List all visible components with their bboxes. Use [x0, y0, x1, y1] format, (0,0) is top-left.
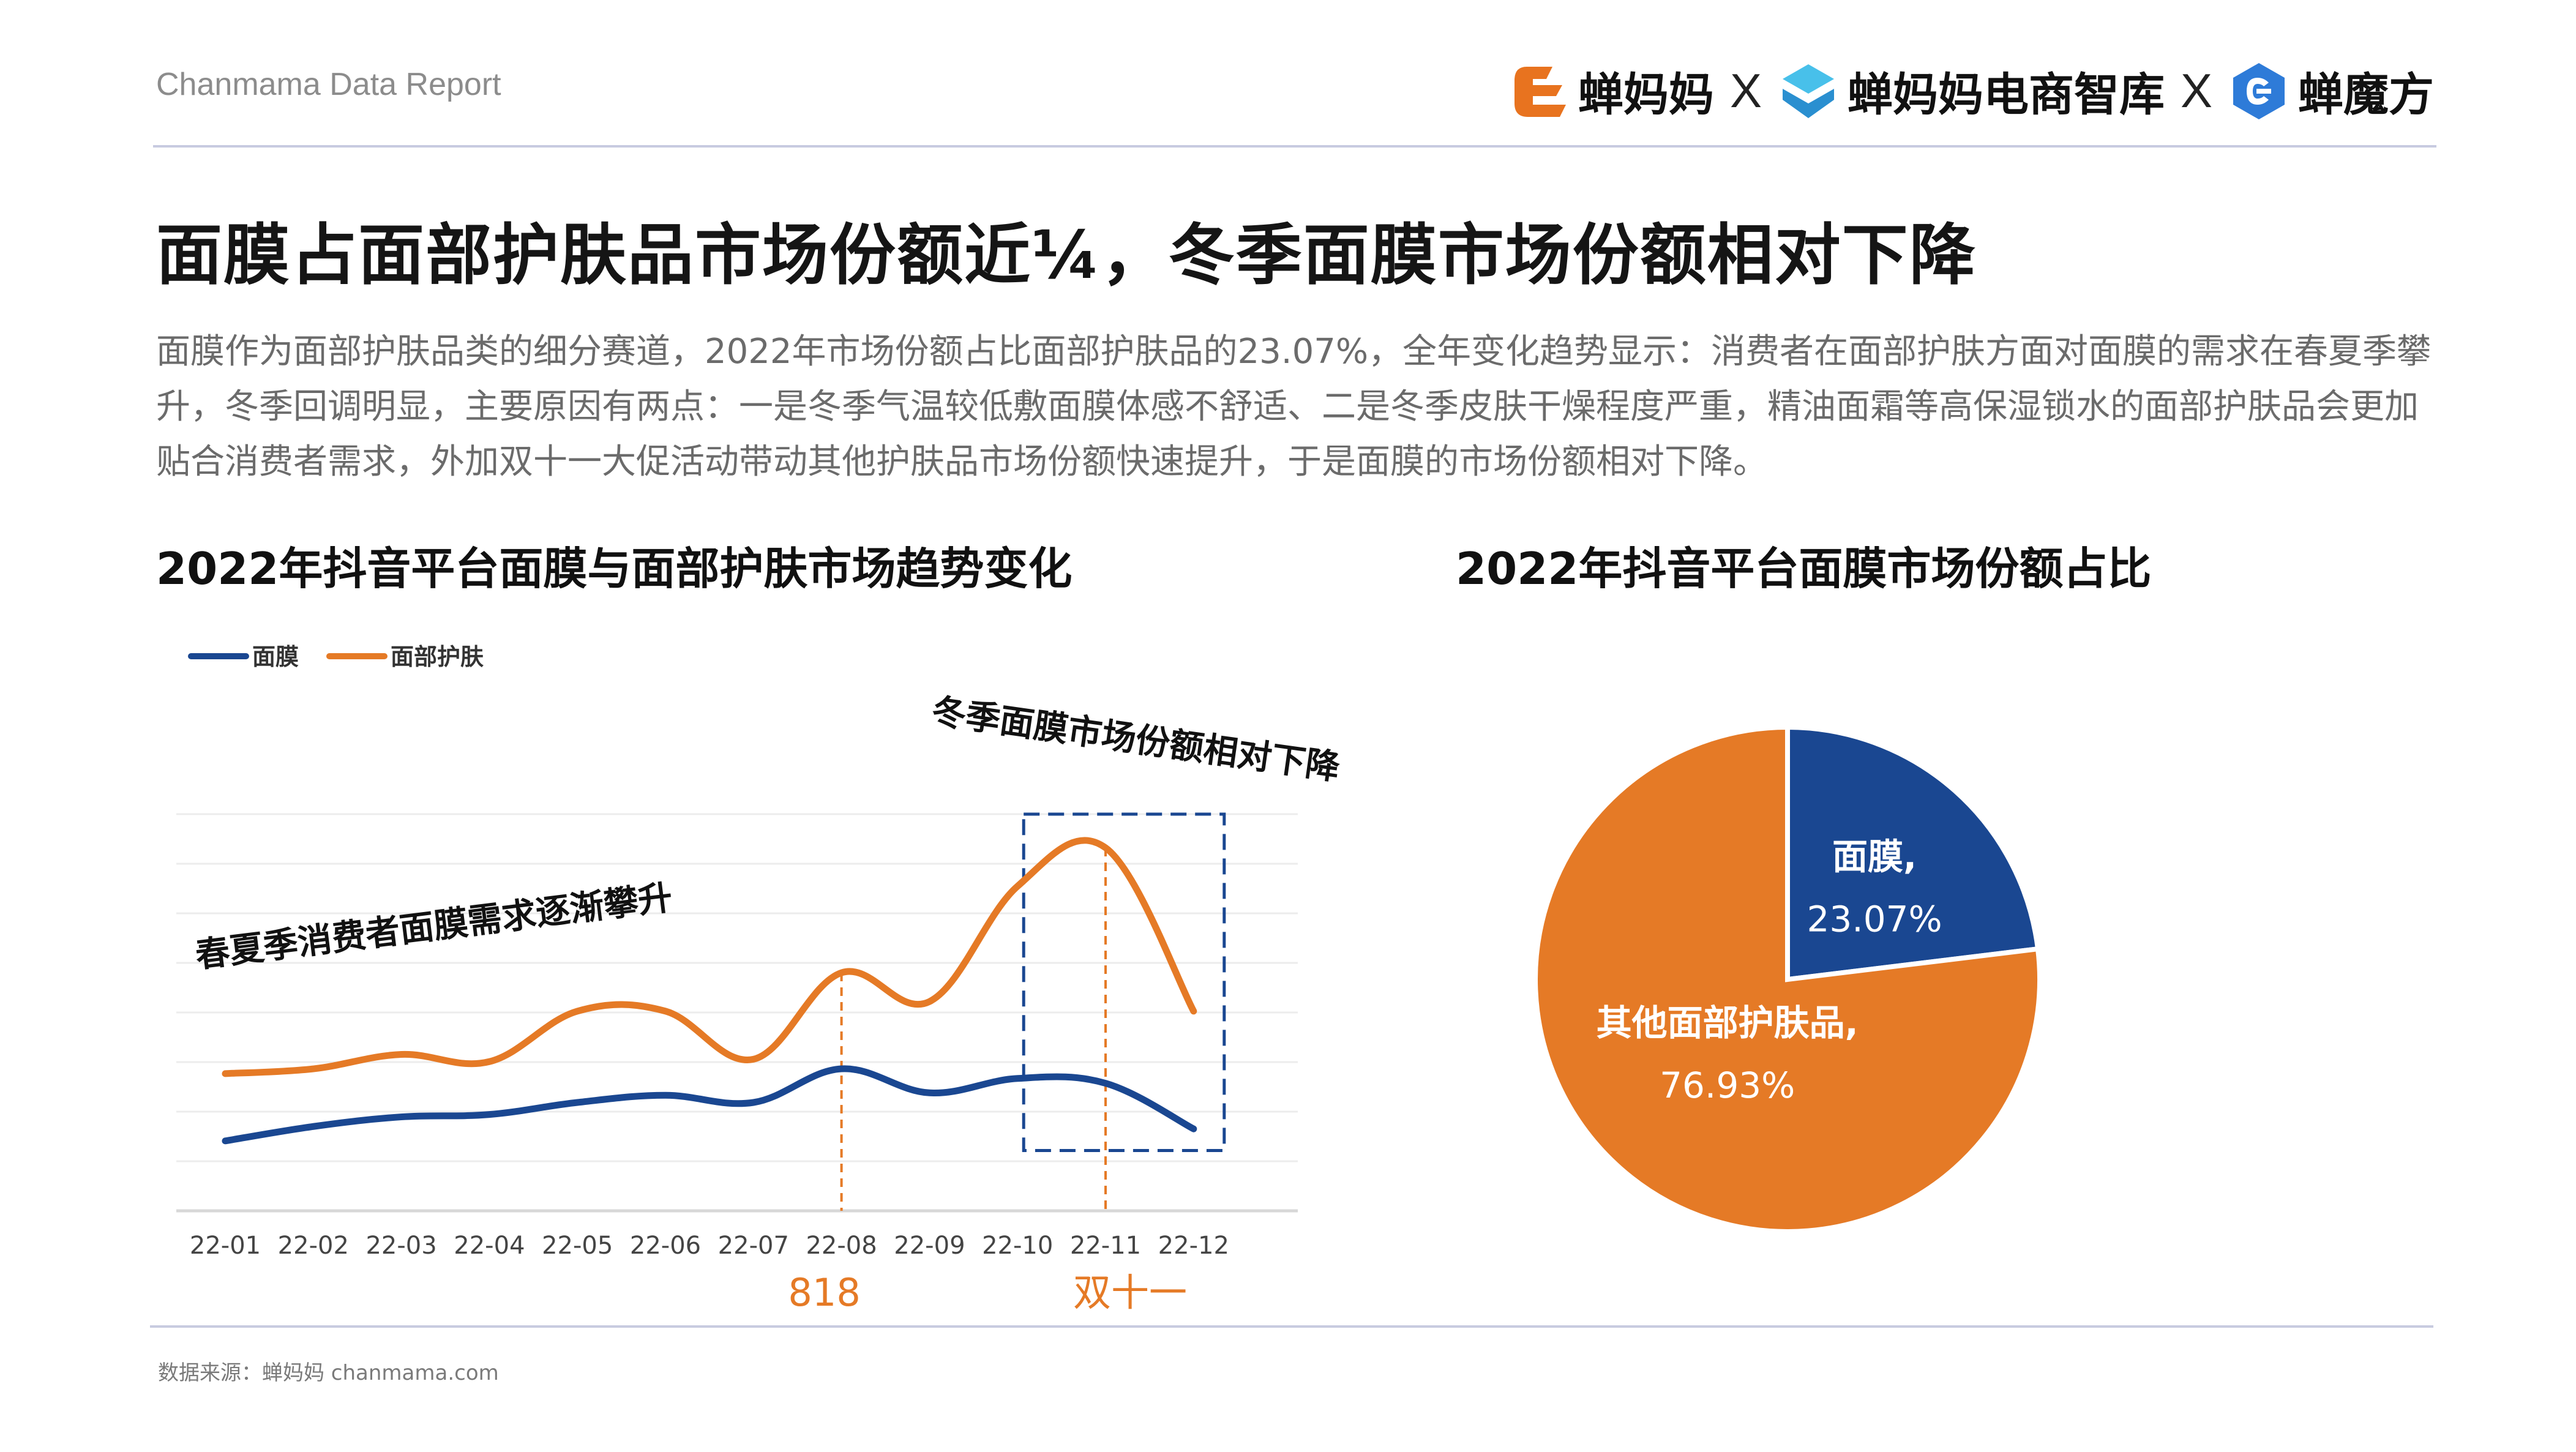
brand-separator: X — [2180, 64, 2212, 118]
footer-divider — [150, 1325, 2433, 1328]
pie-slice-mask — [1785, 724, 2041, 982]
x-tick-label: 22-02 — [278, 1232, 349, 1260]
x-tick-label: 22-08 — [806, 1232, 877, 1260]
x-tick-label: 22-07 — [718, 1232, 789, 1260]
x-tick-label: 22-04 — [454, 1232, 525, 1260]
line-chart: 面膜 面部护肤 22-01 22-02 22-03 22-04 22-05 22-06 22… — [176, 643, 1342, 1315]
winter-highlight-box — [1022, 812, 1226, 1152]
chanmama-logo-icon — [1514, 66, 1566, 117]
x-tick-label: 22-09 — [894, 1232, 965, 1260]
brand-think-tank: 蝉妈妈电商智库 — [1778, 58, 2165, 124]
series-line-mask — [222, 1065, 1197, 1145]
brand-name: 蝉妈妈电商智库 — [1847, 69, 2165, 121]
pie-chart: 面膜, 23.07% 其他面部护肤品, 76.93% — [1533, 724, 2042, 1234]
x-tick-label: 22-06 — [630, 1232, 701, 1260]
pie-slices — [1533, 724, 2042, 1234]
x-tick-label: 22-03 — [365, 1232, 436, 1260]
brand-name: 蝉魔方 — [2298, 69, 2434, 121]
pie-labels: 面膜, 23.07% 其他面部护肤品, 76.93% — [1597, 836, 1942, 1106]
x-tick-label: 22-05 — [542, 1232, 613, 1260]
brand-separator: X — [1729, 64, 1762, 118]
intro-paragraph: 面膜作为面部护肤品类的细分赛道，2022年市场份额占比面部护肤品的23.07%，… — [156, 332, 2432, 482]
pie-label-value: 76.93% — [1660, 1065, 1795, 1106]
brand-chanmofang: 蝉魔方 — [2228, 58, 2434, 124]
event-reference-lines — [840, 847, 1107, 1211]
legend-label-mask: 面膜 — [252, 643, 299, 670]
data-source: 数据来源：蝉妈妈 chanmama.com — [158, 1361, 499, 1385]
x-tick-label: 22-11 — [1070, 1232, 1141, 1260]
report-name: Chanmama Data Report — [156, 67, 501, 102]
line-chart-title: 2022年抖音平台面膜与面部护肤市场趋势变化 — [156, 543, 1073, 594]
event-label-double-eleven: 双十一 — [1073, 1270, 1187, 1315]
pie-slice-other-facial-care — [1533, 724, 2042, 1234]
chart-legend: 面膜 面部护肤 — [188, 643, 484, 670]
winter-annotation: 冬季面膜市场份额相对下降 — [929, 691, 1342, 788]
chanmama-think-tank-logo-icon — [1782, 64, 1834, 118]
x-tick-label: 22-01 — [190, 1232, 261, 1260]
brand-chanmama: 蝉妈妈 — [1508, 58, 1714, 124]
header-divider — [153, 145, 2436, 148]
legend-label-facial-care: 面部护肤 — [391, 643, 484, 670]
spring-summer-annotation: 春夏季消费者面膜需求逐渐攀升 — [193, 878, 675, 976]
pie-label-name: 其他面部护肤品, — [1597, 1002, 1859, 1044]
x-tick-label: 22-10 — [982, 1232, 1053, 1260]
x-tick-label: 22-12 — [1158, 1232, 1229, 1260]
brand-strip: 蝉妈妈 X 蝉妈妈电商智库 X 蝉魔方 — [1508, 58, 2434, 124]
page-title: 面膜占面部护肤品市场份额近¼，冬季面膜市场份额相对下降 — [156, 217, 1977, 294]
pie-chart-title: 2022年抖音平台面膜市场份额占比 — [1456, 543, 2152, 594]
brand-name: 蝉妈妈 — [1578, 69, 1714, 121]
x-axis-ticks: 22-01 22-02 22-03 22-04 22-05 22-06 22-07 22-08… — [190, 1232, 1229, 1260]
series-line-facial-care — [222, 837, 1197, 1077]
event-label-818: 818 — [788, 1270, 860, 1315]
pie-label-name: 面膜, — [1832, 836, 1917, 878]
chanmofang-logo-icon — [2233, 62, 2285, 119]
pie-label-value: 23.07% — [1807, 899, 1942, 940]
